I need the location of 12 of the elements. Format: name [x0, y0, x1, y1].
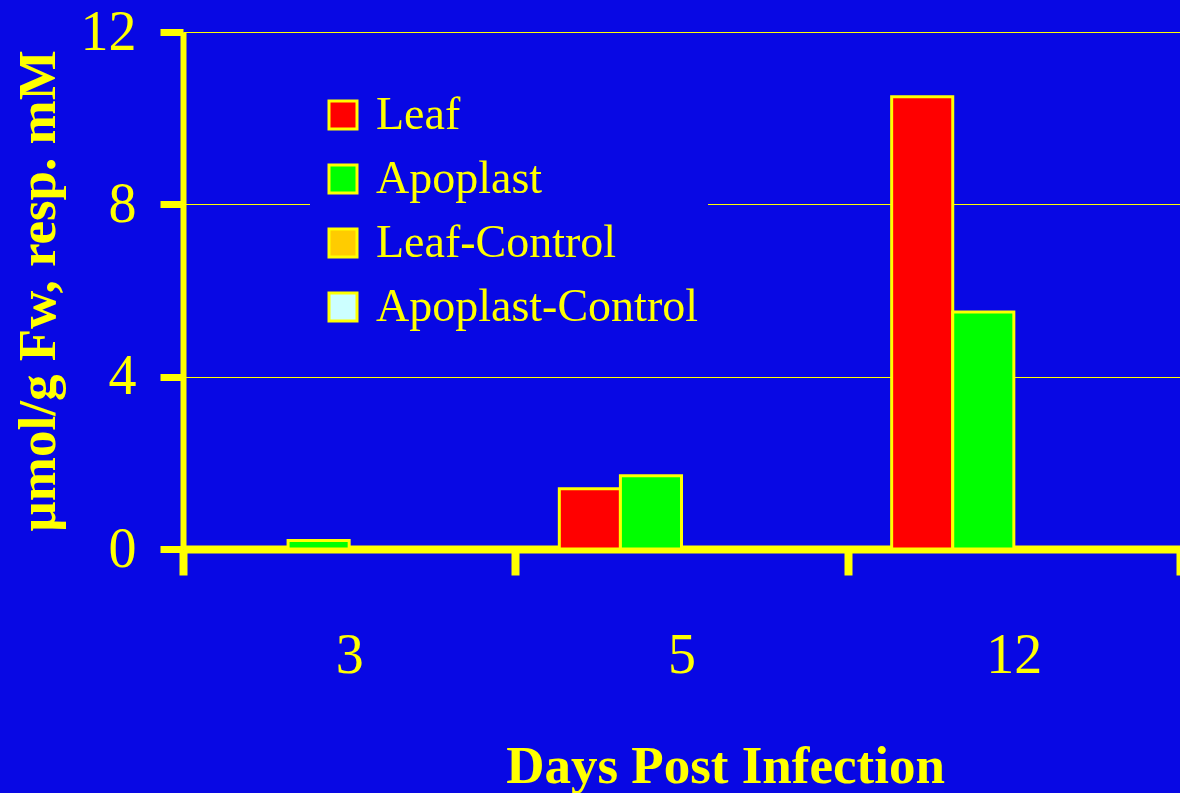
x-tick-label: 5	[668, 622, 696, 685]
legend-label: Leaf	[376, 88, 461, 139]
y-tick-label: 4	[108, 344, 137, 407]
y-tick-label: 12	[80, 0, 137, 62]
x-tick-label: 3	[335, 622, 364, 685]
legend-label: Apoplast	[376, 152, 543, 203]
y-tick-label: 8	[108, 171, 137, 234]
legend-label: Apoplast-Control	[376, 280, 698, 331]
x-tick-label: 12	[986, 622, 1043, 685]
y-tick-label: 0	[108, 516, 137, 579]
y-axis-title: µmol/g Fw, resp. mM	[7, 50, 66, 532]
legend-label: Leaf-Control	[376, 216, 617, 267]
